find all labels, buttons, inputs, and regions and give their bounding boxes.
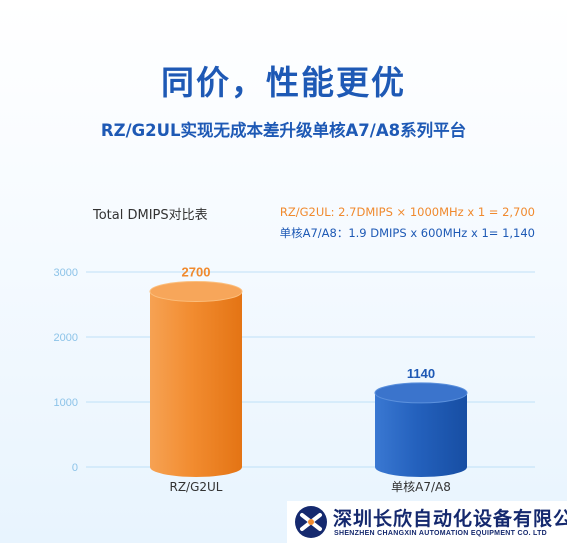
company-logo-icon bbox=[295, 506, 327, 538]
subheadline: RZ/G2UL实现无成本差升级单核A7/A8系列平台 bbox=[100, 121, 467, 140]
company-name: 深圳长欣自动化设备有限公司 bbox=[333, 508, 567, 530]
y-tick-label: 1000 bbox=[54, 397, 78, 409]
headline: 同价，性能更优 bbox=[161, 63, 406, 102]
y-tick-label: 2000 bbox=[54, 332, 78, 344]
bar-top-单核A7/A8 bbox=[374, 382, 468, 404]
company-brand: 深圳长欣自动化设备有限公司 SHENZHEN CHANGXIN AUTOMATI… bbox=[287, 501, 567, 543]
formula-rzg2ul: RZ/G2UL: 2.7DMIPS × 1000MHz x 1 = 2,700 bbox=[279, 205, 535, 219]
chart-title: Total DMIPS对比表 bbox=[93, 208, 208, 223]
y-tick-label: 0 bbox=[72, 462, 78, 474]
data-label: 2700 bbox=[182, 265, 211, 280]
x-tick-label: RZ/G2UL bbox=[169, 480, 222, 494]
x-tick-label: 单核A7/A8 bbox=[391, 480, 451, 494]
bar-单核A7/A8 bbox=[375, 392, 467, 477]
y-tick-label: 3000 bbox=[54, 267, 78, 279]
formula-a7a8: 单核A7/A8：1.9 DMIPS x 600MHz x 1= 1,140 bbox=[279, 226, 535, 240]
company-name-en: SHENZHEN CHANGXIN AUTOMATION EQUIPMENT C… bbox=[334, 530, 548, 537]
bar-top-RZ/G2UL bbox=[149, 281, 243, 302]
bar-RZ/G2UL bbox=[150, 291, 242, 477]
data-label: 1140 bbox=[407, 366, 435, 381]
